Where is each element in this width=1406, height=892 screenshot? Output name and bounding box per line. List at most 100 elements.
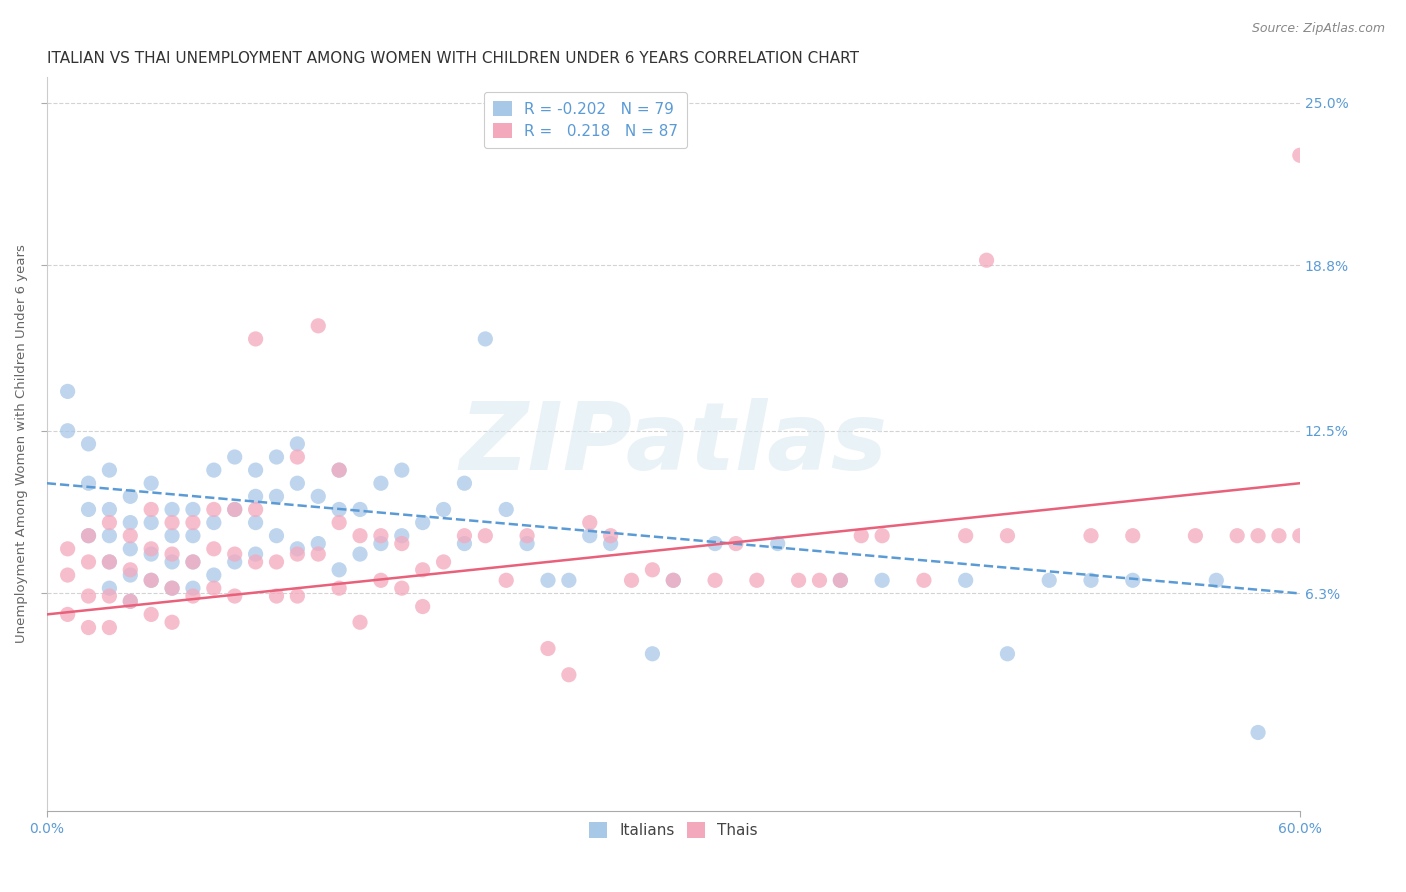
Point xyxy=(285,437,308,451)
Point xyxy=(516,536,538,550)
Point xyxy=(578,516,600,530)
Point xyxy=(56,424,79,438)
Point xyxy=(98,555,121,569)
Point xyxy=(1226,529,1249,543)
Point xyxy=(955,574,977,588)
Point xyxy=(224,555,246,569)
Point xyxy=(1351,529,1374,543)
Point xyxy=(245,332,267,346)
Point xyxy=(997,647,1019,661)
Point xyxy=(202,463,225,477)
Point xyxy=(266,489,288,503)
Point xyxy=(77,621,100,635)
Point xyxy=(870,574,893,588)
Point xyxy=(662,574,685,588)
Point xyxy=(245,516,267,530)
Point xyxy=(851,529,873,543)
Point xyxy=(412,563,434,577)
Point xyxy=(245,463,267,477)
Point xyxy=(474,332,496,346)
Point xyxy=(328,463,350,477)
Point xyxy=(98,516,121,530)
Text: ITALIAN VS THAI UNEMPLOYMENT AMONG WOMEN WITH CHILDREN UNDER 6 YEARS CORRELATION: ITALIAN VS THAI UNEMPLOYMENT AMONG WOMEN… xyxy=(46,51,859,66)
Point xyxy=(1247,725,1270,739)
Point xyxy=(285,589,308,603)
Point xyxy=(370,529,392,543)
Point xyxy=(599,536,621,550)
Point xyxy=(160,529,183,543)
Point xyxy=(391,581,413,595)
Point xyxy=(537,574,560,588)
Point xyxy=(181,555,204,569)
Point xyxy=(599,529,621,543)
Legend: Italians, Thais: Italians, Thais xyxy=(582,816,763,844)
Point xyxy=(266,450,288,464)
Point xyxy=(349,529,371,543)
Point xyxy=(1309,529,1331,543)
Point xyxy=(160,555,183,569)
Point xyxy=(245,555,267,569)
Point xyxy=(224,502,246,516)
Point xyxy=(1288,148,1310,162)
Point xyxy=(641,647,664,661)
Point xyxy=(285,450,308,464)
Point xyxy=(285,547,308,561)
Point xyxy=(160,581,183,595)
Point xyxy=(245,502,267,516)
Point xyxy=(181,516,204,530)
Point xyxy=(432,555,454,569)
Point xyxy=(516,529,538,543)
Point xyxy=(141,574,163,588)
Point xyxy=(56,541,79,556)
Point xyxy=(495,502,517,516)
Point xyxy=(202,568,225,582)
Point xyxy=(98,621,121,635)
Point xyxy=(808,574,831,588)
Point xyxy=(120,563,142,577)
Point xyxy=(224,450,246,464)
Point xyxy=(1268,529,1291,543)
Point xyxy=(1080,574,1102,588)
Point xyxy=(349,547,371,561)
Point xyxy=(1122,574,1144,588)
Point xyxy=(181,589,204,603)
Point xyxy=(412,599,434,614)
Point xyxy=(391,536,413,550)
Point xyxy=(77,555,100,569)
Point xyxy=(1184,529,1206,543)
Point xyxy=(307,536,329,550)
Point xyxy=(202,502,225,516)
Point xyxy=(453,529,475,543)
Point xyxy=(704,574,727,588)
Point xyxy=(141,502,163,516)
Point xyxy=(77,502,100,516)
Point xyxy=(328,516,350,530)
Point xyxy=(77,529,100,543)
Point xyxy=(120,568,142,582)
Point xyxy=(224,502,246,516)
Point xyxy=(370,536,392,550)
Point xyxy=(641,563,664,577)
Point xyxy=(495,574,517,588)
Point xyxy=(224,589,246,603)
Point xyxy=(391,463,413,477)
Point xyxy=(328,581,350,595)
Point xyxy=(245,547,267,561)
Point xyxy=(349,615,371,630)
Point xyxy=(181,529,204,543)
Point xyxy=(724,536,747,550)
Point xyxy=(453,536,475,550)
Point xyxy=(787,574,810,588)
Point xyxy=(578,529,600,543)
Point xyxy=(976,253,998,268)
Point xyxy=(307,318,329,333)
Point xyxy=(266,555,288,569)
Point xyxy=(120,594,142,608)
Point xyxy=(202,541,225,556)
Point xyxy=(704,536,727,550)
Point xyxy=(224,547,246,561)
Point xyxy=(328,502,350,516)
Point xyxy=(202,581,225,595)
Point xyxy=(120,541,142,556)
Point xyxy=(620,574,643,588)
